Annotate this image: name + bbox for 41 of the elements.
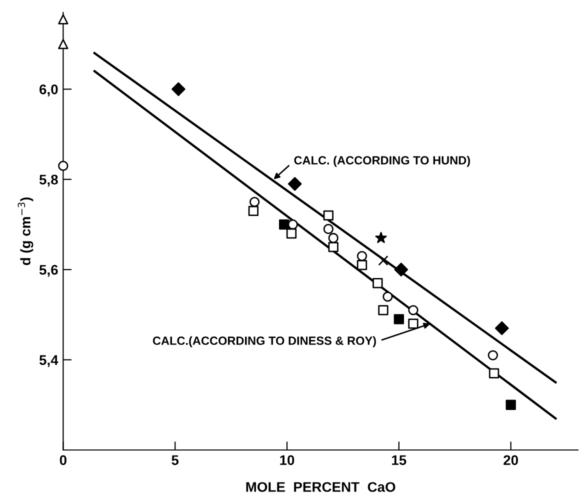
- point: [356, 260, 368, 270]
- point: [408, 318, 418, 329]
- point: [172, 82, 186, 96]
- annotation: CALC. (ACCORDING TO HUND): [294, 156, 470, 167]
- point: [328, 232, 338, 244]
- point: [488, 350, 498, 360]
- point: [488, 368, 500, 378]
- point: [286, 228, 297, 239]
- point: [323, 224, 334, 234]
- point: [58, 38, 68, 50]
- y-tick-label: 6,0: [40, 84, 58, 96]
- point: [372, 278, 383, 288]
- x-tick-label: 10: [280, 455, 294, 466]
- y-tick-label: 5,8: [39, 174, 58, 187]
- point: [375, 232, 387, 244]
- point: [394, 314, 404, 324]
- point: [58, 14, 68, 24]
- y-tick-label: 5,4: [39, 355, 58, 367]
- point: [248, 206, 259, 216]
- point: [249, 196, 260, 208]
- point: [58, 160, 68, 171]
- point: [323, 210, 334, 221]
- point: [506, 400, 516, 410]
- point: [378, 255, 388, 266]
- annotation: CALC.(ACCORDING TO DINESS & ROY): [152, 336, 376, 348]
- x-tick-label: 5: [172, 455, 179, 466]
- point: [356, 250, 368, 262]
- point: [394, 262, 408, 276]
- point: [279, 219, 290, 230]
- point: [408, 305, 418, 316]
- y-axis-title: d (g cm$^{−3}$): [18, 198, 34, 266]
- point: [494, 321, 509, 336]
- x-tick-label: 20: [504, 455, 518, 466]
- point: [378, 305, 388, 316]
- x-axis-title: MOLE PERCENT CaO: [246, 482, 396, 492]
- point: [288, 176, 302, 191]
- y-tick-label: 5,6: [39, 264, 58, 277]
- x-tick-label: 15: [392, 455, 406, 466]
- point: [382, 292, 393, 302]
- point: [328, 242, 338, 252]
- x-tick-label: 0: [60, 455, 66, 466]
